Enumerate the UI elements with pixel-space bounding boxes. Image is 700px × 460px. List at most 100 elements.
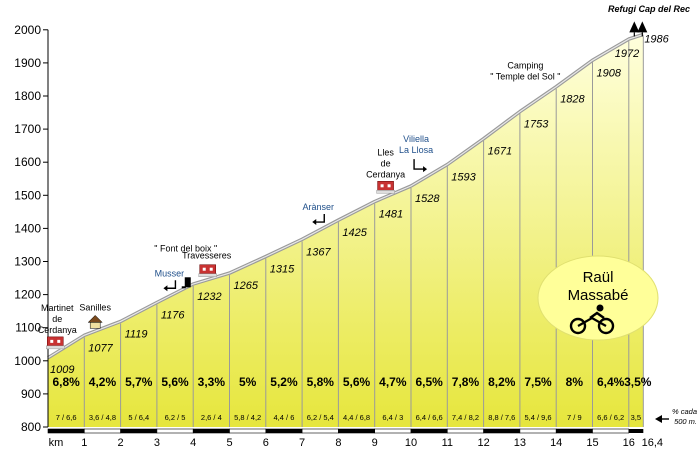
altitude-label: 1265 — [234, 280, 259, 292]
place-label: " Temple del Sol " — [490, 71, 560, 81]
place-label: Camping — [507, 60, 543, 70]
km-bar-segment — [301, 428, 339, 434]
gradient-label: 6,5% — [415, 375, 443, 389]
gradient-label: 8,2% — [488, 375, 516, 389]
partial-gradient-label: 5,4 / 9,6 — [524, 413, 551, 422]
partial-gradient-label: 6,2 / 5,4 — [307, 413, 334, 422]
km-bar-segment — [446, 428, 484, 434]
y-tick-label: 1600 — [14, 155, 41, 169]
km-segment-lines — [83, 36, 644, 427]
y-tick-label: 1300 — [14, 255, 41, 269]
place-label: de — [381, 158, 391, 168]
town-icon-base — [198, 273, 217, 277]
km-bar-segment — [410, 428, 448, 434]
altitude-label: 1972 — [615, 48, 639, 60]
place-label: La Llosa — [399, 145, 433, 155]
town-icon-window — [202, 267, 206, 271]
place-label: Cerdanya — [38, 325, 77, 335]
x-tick-label: km — [49, 437, 64, 449]
house-icon — [87, 315, 103, 323]
summit-label: Refugi Cap del Rec — [608, 4, 690, 14]
tree-icon — [637, 21, 648, 33]
altitude-label: 1425 — [342, 227, 367, 239]
x-tick-label: 13 — [514, 437, 526, 449]
km-bar-segment — [84, 428, 121, 434]
x-tick-label: 8 — [335, 437, 341, 449]
altitude-label: 1908 — [597, 67, 622, 79]
town-icon-window — [380, 184, 384, 188]
gradient-labels: 6,8% 4,2% 5,7% 5,6% 3,3% 5% 5,2% 5,8% 5,6% 4,7% 6,… — [52, 375, 651, 389]
gradient-label: 7,5% — [524, 375, 552, 389]
x-tick-label: 6 — [263, 437, 269, 449]
km-bar-segment — [519, 428, 557, 434]
y-tick-label: 1500 — [14, 188, 41, 202]
x-tick-label: 9 — [372, 437, 378, 449]
left-arrow-head — [312, 219, 317, 226]
partial-gradient-label: 5 / 6,4 — [128, 413, 149, 422]
fountain-icon — [184, 277, 191, 288]
x-tick-label: 1 — [81, 437, 87, 449]
altitude-label: 1593 — [451, 172, 476, 184]
gradient-label: 5,6% — [343, 375, 371, 389]
town-icon-window — [387, 184, 391, 188]
km-bar-segment — [265, 428, 303, 434]
gradient-label: 6,8% — [52, 375, 80, 389]
town-icon-window — [50, 339, 54, 343]
place-label: Arànser — [302, 202, 334, 212]
author-name-line: Massabé — [568, 287, 629, 304]
place-label: de — [52, 314, 62, 324]
km-bar-segment — [592, 428, 630, 434]
place-label: Travesseres — [182, 251, 232, 261]
right-arrow-head — [423, 166, 428, 173]
altitude-label: 1828 — [560, 94, 585, 106]
bicycle-icon — [569, 317, 587, 335]
left-arrow-icon — [165, 280, 177, 289]
altitude-label: 1232 — [197, 291, 221, 303]
fountain-icon-spout — [181, 286, 186, 289]
y-tick-label: 800 — [21, 420, 41, 434]
partial-gradient-label: 5,8 / 4,2 — [234, 413, 261, 422]
x-axis: km 1 2 3 4 5 6 7 8 9 10 11 12 13 14 15 16 16,4 — [47, 428, 663, 449]
partial-gradient-label: 6,2 / 5 — [165, 413, 186, 422]
place-marker: Musser — [155, 268, 184, 292]
km-bar-segment — [374, 428, 412, 434]
partial-gradient-label: 6,4 / 3 — [382, 413, 403, 422]
legend-note-line: % cada — [672, 407, 697, 416]
place-marker: Sanilles — [79, 302, 111, 329]
altitude-label: 1671 — [488, 146, 512, 158]
y-tick-label: 1800 — [14, 89, 41, 103]
y-tick-label: 1100 — [15, 321, 41, 335]
x-tick-label: 5 — [226, 437, 232, 449]
km-bar-segment — [628, 429, 644, 433]
place-marker: Camping" Temple del Sol " — [490, 60, 560, 81]
place-label: Cerdanya — [366, 169, 405, 179]
altitude-label: 1753 — [524, 119, 549, 131]
profile-fill-layer — [47, 32, 644, 428]
x-tick-label: 3 — [154, 437, 160, 449]
gradient-label: 5,2% — [270, 375, 298, 389]
tree-icon — [629, 21, 640, 33]
altitude-label: 1528 — [415, 193, 440, 205]
house-icon-body — [89, 322, 101, 329]
altitude-label: 1315 — [270, 264, 295, 276]
profile-highlight — [47, 33, 644, 359]
x-tick-label: 10 — [405, 437, 417, 449]
x-tick-label: 16 — [623, 437, 635, 449]
x-tick-label: 11 — [442, 437, 453, 449]
gradient-label: 6,4% — [597, 375, 625, 389]
left-arrow-icon — [314, 214, 325, 223]
gradient-label: 3,5% — [624, 375, 652, 389]
rider-body — [589, 311, 605, 320]
y-tick-label: 2000 — [14, 23, 41, 37]
author-badge-ellipse — [537, 255, 659, 341]
gradient-label: 5% — [239, 375, 257, 389]
rider-head — [596, 304, 604, 312]
town-icon — [47, 336, 64, 347]
partial-gradient-label: 6,4 / 6,6 — [416, 413, 443, 422]
partial-gradient-label: 8,8 / 7,6 — [488, 413, 515, 422]
